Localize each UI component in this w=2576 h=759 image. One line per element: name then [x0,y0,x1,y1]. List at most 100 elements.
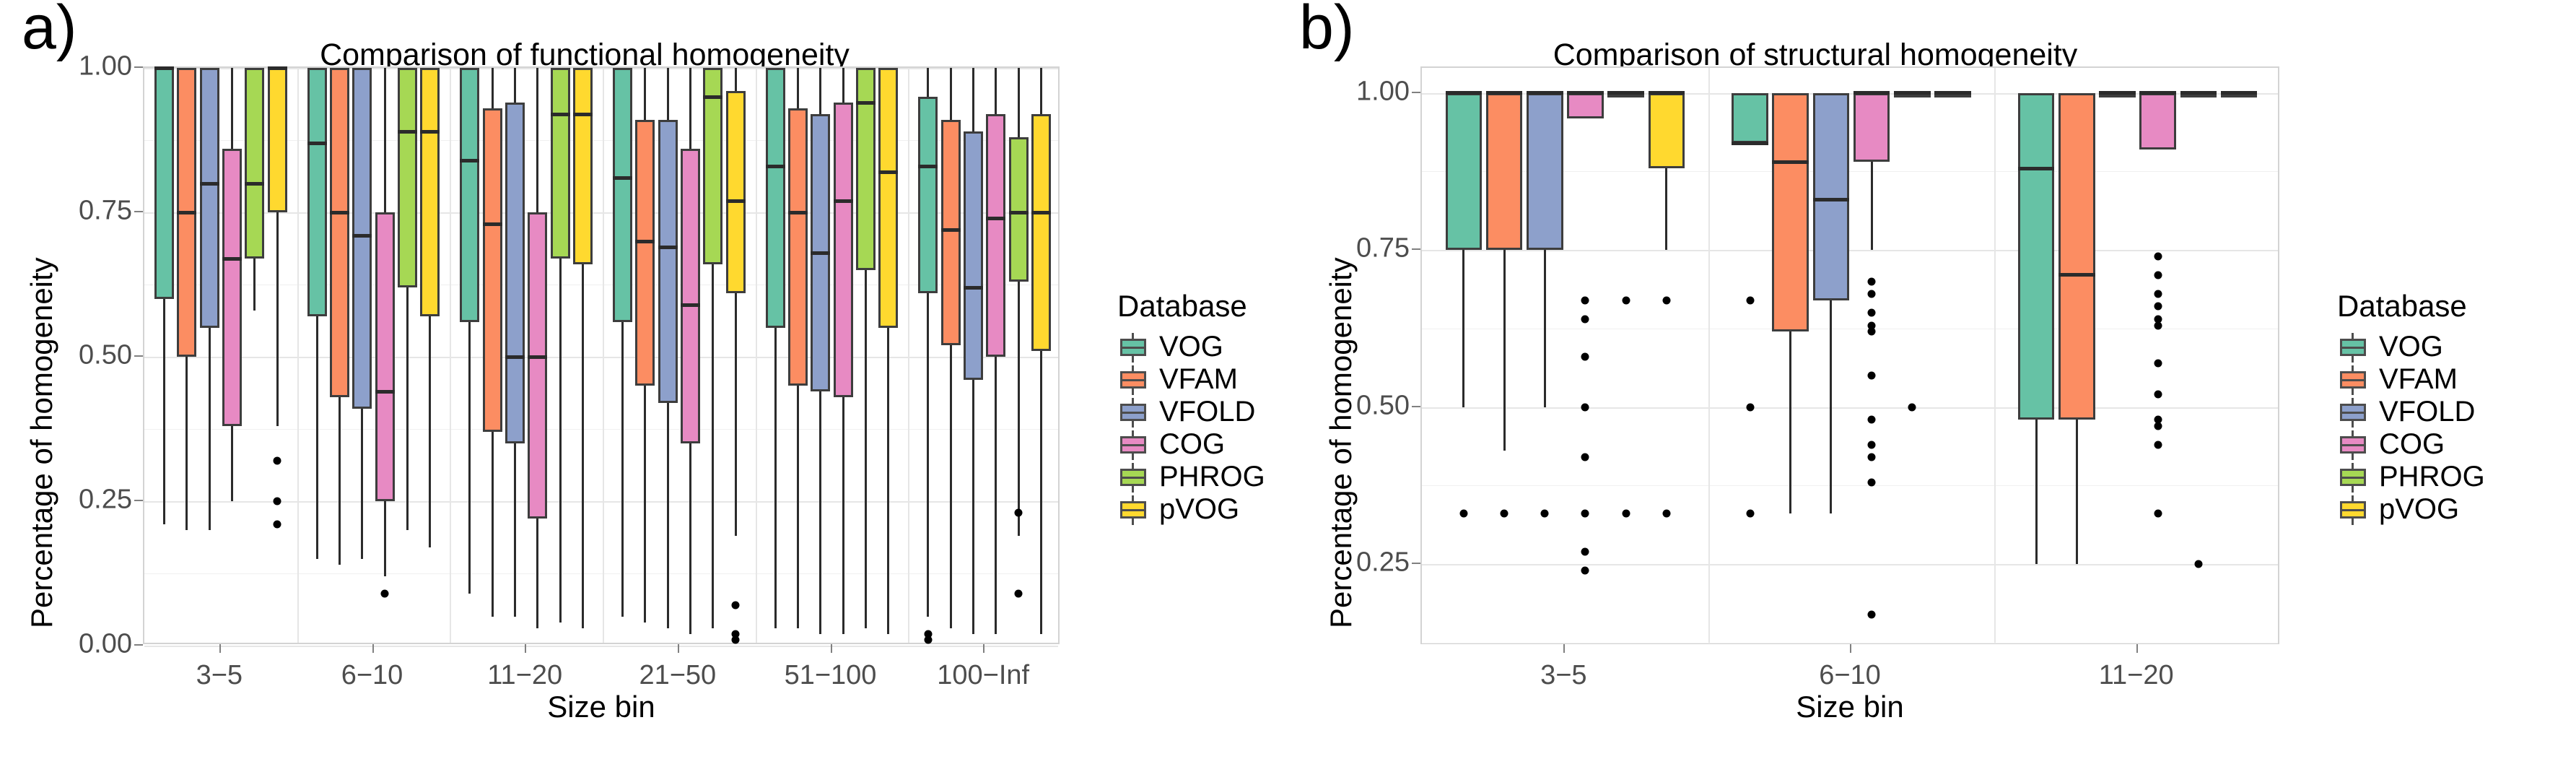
median-line [635,239,655,243]
box-vfam-4[interactable] [787,108,808,386]
median-line [856,100,876,105]
legend-item-vog[interactable]: VOG [2337,331,2485,363]
box-vfold-1[interactable] [352,68,372,409]
outlier-point [380,589,389,598]
box-pvog-2[interactable] [573,68,593,264]
box-vfold-0[interactable] [1526,92,1563,251]
median-line [267,66,287,70]
box-pvog-3[interactable] [725,91,746,293]
box-vfam-2[interactable] [2058,92,2095,420]
y-tick-mark [1412,562,1420,564]
gridline-major [1422,250,2278,252]
median-line [725,199,746,203]
median-line [1526,91,1563,95]
box-vog-2[interactable] [2017,92,2055,420]
box-cog-0[interactable] [1567,92,1604,118]
box-phrog-5[interactable] [1008,137,1029,282]
median-line [681,303,701,307]
legend-item-pvog[interactable]: pVOG [2337,493,2485,526]
box-cog-3[interactable] [681,149,701,443]
x-tick-label: 21−50 [639,660,717,690]
box-pvog-1[interactable] [420,68,440,316]
box-cog-2[interactable] [528,212,548,519]
outlier-point [2154,315,2162,324]
panel-b-legend: Database VOG VFAM VFOLD COG PHROG pVOG [2337,289,2485,526]
box-cog-2[interactable] [2139,92,2177,150]
legend-item-phrog[interactable]: PHROG [2337,461,2485,493]
gridline-major [144,68,1058,69]
box-phrog-4[interactable] [856,68,876,270]
legend-item-label: VFOLD [2379,396,2476,428]
whisker-lower [865,270,868,628]
box-phrog-3[interactable] [703,68,723,264]
box-vfam-2[interactable] [482,108,502,432]
legend-item-cog[interactable]: COG [2337,428,2485,461]
whisker-upper [995,68,997,114]
legend-item-cog[interactable]: COG [1117,428,1265,461]
outlier-point [2154,422,2162,430]
legend-item-vfam[interactable]: VFAM [1117,363,1265,396]
box-vog-1[interactable] [307,68,327,316]
outlier-point [1459,509,1468,518]
whisker-lower [406,287,409,530]
legend-item-label: COG [2379,428,2445,460]
box-phrog-0[interactable] [245,68,265,259]
legend-item-vog[interactable]: VOG [1117,331,1265,363]
box-phrog-2[interactable] [550,68,570,259]
box-cog-4[interactable] [833,103,853,397]
box-vfold-2[interactable] [505,103,525,443]
legend-item-pvog[interactable]: pVOG [1117,493,1265,526]
box-pvog-5[interactable] [1031,114,1052,351]
median-line [1853,91,1890,95]
legend-item-vfold[interactable]: VFOLD [2337,396,2485,428]
box-vfold-3[interactable] [658,120,678,403]
box-cog-1[interactable] [375,212,395,501]
legend-swatch-icon [1117,495,1149,525]
median-line [658,245,678,249]
box-vfold-1[interactable] [1812,92,1850,300]
whisker-upper [972,68,974,131]
gridline-vertical [603,68,604,643]
legend-swatch-icon [1117,365,1149,395]
legend-item-vfam[interactable]: VFAM [2337,363,2485,396]
whisker-lower [1543,250,1546,407]
outlier-point [1662,296,1671,305]
x-tick-mark [677,644,679,653]
legend-item-phrog[interactable]: PHROG [1117,461,1265,493]
box-cog-1[interactable] [1853,92,1890,162]
box-vog-5[interactable] [918,97,938,293]
legend-item-vfold[interactable]: VFOLD [1117,396,1265,428]
box-vfam-0[interactable] [1485,92,1523,251]
median-line [420,129,440,134]
outlier-point [2154,252,2162,261]
x-tick-mark [525,644,527,653]
box-vfam-5[interactable] [940,120,961,345]
box-pvog-0[interactable] [1648,92,1685,169]
x-tick-label: 100−Inf [937,660,1030,690]
box-vfam-1[interactable] [1772,92,1809,332]
box-cog-5[interactable] [986,114,1006,357]
box-vfold-0[interactable] [199,68,219,328]
whisker-lower [536,519,539,628]
box-vog-1[interactable] [1732,92,1768,144]
box-pvog-4[interactable] [878,68,899,328]
box-vog-0[interactable] [154,68,174,299]
gridline-major [144,501,1058,503]
box-vog-4[interactable] [765,68,785,328]
box-vfam-3[interactable] [635,120,655,386]
outlier-point [2154,302,2162,311]
panel-b-plot-area [1420,66,2279,644]
box-vog-3[interactable] [612,68,632,322]
legend-item-label: VFAM [1159,363,1238,395]
y-tick-label: 1.00 [79,51,132,82]
box-vfam-1[interactable] [329,68,349,397]
box-vog-0[interactable] [1445,92,1483,251]
box-pvog-0[interactable] [267,68,287,212]
box-cog-0[interactable] [222,149,243,426]
box-phrog-1[interactable] [398,68,418,287]
box-vog-2[interactable] [460,68,480,322]
box-vfold-5[interactable] [963,131,983,380]
median-line [2058,273,2095,277]
whisker-lower [162,299,165,524]
